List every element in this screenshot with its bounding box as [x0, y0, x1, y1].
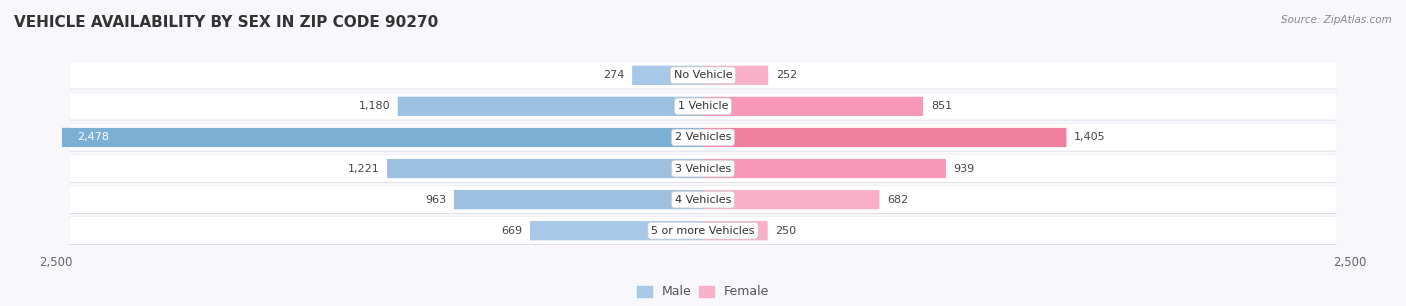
- Text: 4 Vehicles: 4 Vehicles: [675, 195, 731, 205]
- Text: VEHICLE AVAILABILITY BY SEX IN ZIP CODE 90270: VEHICLE AVAILABILITY BY SEX IN ZIP CODE …: [14, 15, 439, 30]
- FancyBboxPatch shape: [69, 186, 1337, 213]
- Text: 5 or more Vehicles: 5 or more Vehicles: [651, 226, 755, 236]
- Text: 682: 682: [887, 195, 908, 205]
- Text: Source: ZipAtlas.com: Source: ZipAtlas.com: [1281, 15, 1392, 25]
- Text: 2 Vehicles: 2 Vehicles: [675, 132, 731, 143]
- FancyBboxPatch shape: [69, 155, 1337, 182]
- FancyBboxPatch shape: [69, 217, 1337, 244]
- Text: 252: 252: [776, 70, 797, 80]
- FancyBboxPatch shape: [703, 128, 1067, 147]
- Text: 3 Vehicles: 3 Vehicles: [675, 163, 731, 174]
- FancyBboxPatch shape: [387, 159, 703, 178]
- FancyBboxPatch shape: [69, 123, 1337, 151]
- Text: 851: 851: [931, 101, 952, 111]
- FancyBboxPatch shape: [69, 123, 1337, 151]
- FancyBboxPatch shape: [530, 221, 703, 240]
- FancyBboxPatch shape: [69, 155, 1337, 183]
- FancyBboxPatch shape: [703, 190, 879, 209]
- Text: 274: 274: [603, 70, 624, 80]
- Text: 250: 250: [776, 226, 797, 236]
- FancyBboxPatch shape: [69, 217, 1337, 245]
- FancyBboxPatch shape: [62, 128, 703, 147]
- Text: 963: 963: [425, 195, 446, 205]
- FancyBboxPatch shape: [703, 66, 768, 85]
- FancyBboxPatch shape: [398, 97, 703, 116]
- FancyBboxPatch shape: [69, 92, 1337, 120]
- FancyBboxPatch shape: [69, 186, 1337, 214]
- Text: 1,221: 1,221: [347, 163, 380, 174]
- Text: 2,478: 2,478: [77, 132, 110, 143]
- Text: 1 Vehicle: 1 Vehicle: [678, 101, 728, 111]
- Text: 669: 669: [501, 226, 522, 236]
- Text: 939: 939: [953, 163, 974, 174]
- FancyBboxPatch shape: [69, 92, 1337, 120]
- FancyBboxPatch shape: [69, 61, 1337, 89]
- Legend: Male, Female: Male, Female: [631, 280, 775, 304]
- FancyBboxPatch shape: [633, 66, 703, 85]
- Text: No Vehicle: No Vehicle: [673, 70, 733, 80]
- FancyBboxPatch shape: [69, 61, 1337, 89]
- FancyBboxPatch shape: [703, 221, 768, 240]
- Text: 1,180: 1,180: [359, 101, 389, 111]
- Text: 1,405: 1,405: [1074, 132, 1107, 143]
- FancyBboxPatch shape: [454, 190, 703, 209]
- FancyBboxPatch shape: [703, 97, 924, 116]
- FancyBboxPatch shape: [703, 159, 946, 178]
